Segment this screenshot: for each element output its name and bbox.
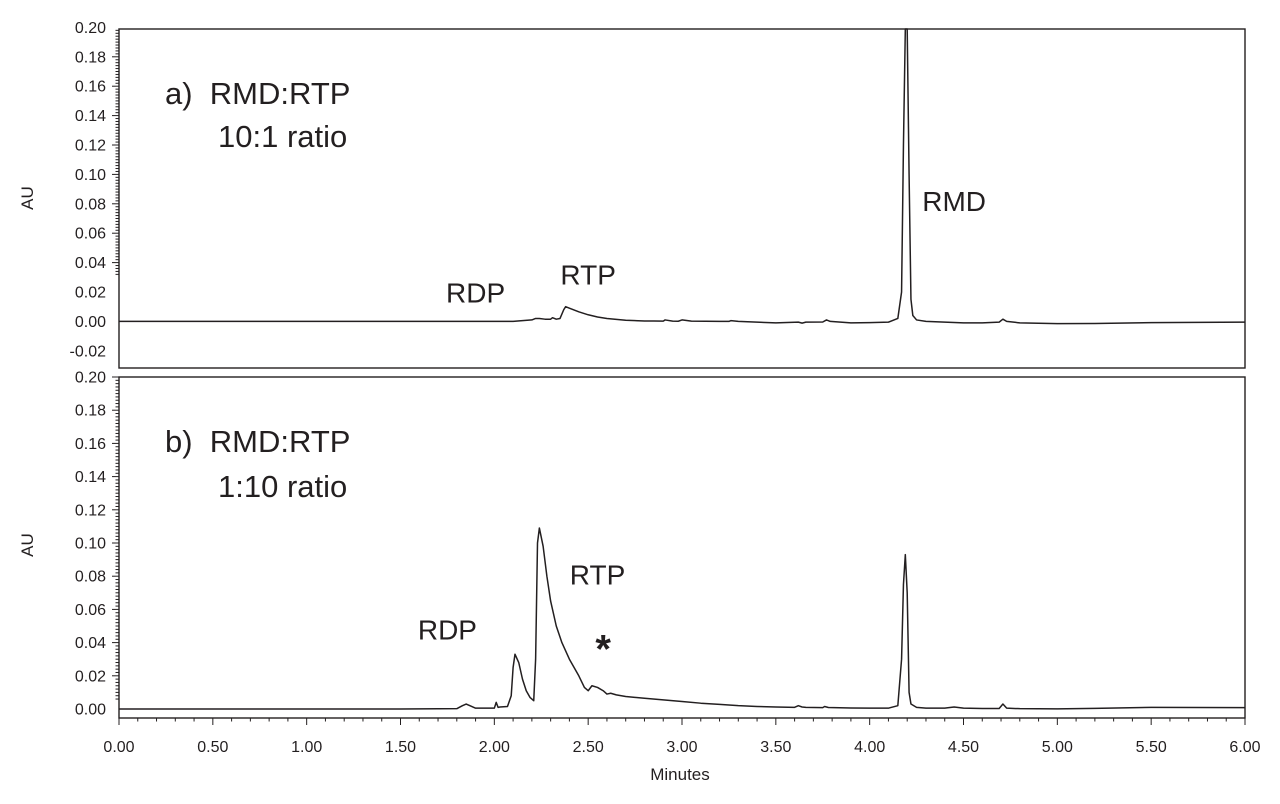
y-tick-label: 0.14 — [75, 469, 106, 486]
x-tick-label: 5.50 — [1136, 739, 1167, 756]
panel-b-plot: 0.20 0.18 0.16 0.14 0.12 0.10 0.08 0.06 0.04 0.02… — [18, 370, 1261, 785]
panel-b-peak-labels: RDP RTP * — [418, 560, 625, 672]
y-tick-label: -0.02 — [70, 343, 107, 360]
y-tick-label: 0.12 — [75, 138, 106, 155]
peak-label-rtp: RTP — [560, 260, 616, 291]
panel-b-title: b) RMD:RTP — [165, 424, 350, 459]
panel-a-subtitle: 10:1 ratio — [218, 119, 347, 154]
y-tick-label: 0.06 — [75, 602, 106, 619]
x-axis-label: Minutes — [650, 765, 710, 784]
panel-a-peak-labels: RDP RTP RMD — [446, 186, 986, 308]
x-tick-label: 2.50 — [573, 739, 604, 756]
peak-label-rmd: RMD — [922, 186, 986, 217]
y-tick-label: 0.04 — [75, 255, 106, 272]
y-tick-label: 0.06 — [75, 226, 106, 243]
y-tick-label: 0.10 — [75, 167, 106, 184]
y-tick-label: 0.08 — [75, 569, 106, 586]
y-tick-label: 0.20 — [75, 20, 106, 37]
x-tick-label: 3.00 — [666, 739, 697, 756]
panel-b-subtitle: 1:10 ratio — [218, 469, 347, 504]
y-tick-label: 0.08 — [75, 196, 106, 213]
y-tick-label: 0.14 — [75, 108, 106, 125]
peak-label-rdp: RDP — [446, 277, 505, 308]
panel-b-y-axis: 0.20 0.18 0.16 0.14 0.12 0.10 0.08 0.06 0.04 0.02… — [75, 370, 119, 719]
y-tick-label: 0.02 — [75, 668, 106, 685]
y-tick-label: 0.18 — [75, 403, 106, 420]
panel-a-title: a) RMD:RTP — [165, 76, 350, 111]
peak-label-asterisk: * — [595, 628, 611, 672]
x-tick-label: 6.00 — [1229, 739, 1260, 756]
peak-label-rdp: RDP — [418, 614, 477, 645]
x-tick-label: 3.50 — [760, 739, 791, 756]
y-tick-label: 0.10 — [75, 536, 106, 553]
panel-b-trace — [119, 527, 1246, 710]
panel-a-plot: 0.20 0.18 0.16 0.14 0.12 0.10 0.08 0.06 0.04 0.02… — [18, 20, 1246, 369]
panel-b-y-axis-label: AU — [18, 533, 37, 557]
y-tick-label: 0.20 — [75, 370, 106, 387]
x-tick-label: 1.00 — [291, 739, 322, 756]
y-tick-label: 0.12 — [75, 502, 106, 519]
y-tick-label: 0.18 — [75, 49, 106, 66]
x-tick-label: 5.00 — [1042, 739, 1073, 756]
x-tick-label: 0.50 — [197, 739, 228, 756]
x-tick-label: 4.50 — [948, 739, 979, 756]
y-tick-label: 0.00 — [75, 702, 106, 719]
x-tick-label: 2.00 — [479, 739, 510, 756]
x-tick-label: 0.00 — [103, 739, 134, 756]
peak-label-rtp: RTP — [570, 560, 626, 591]
panel-a-y-axis-label: AU — [18, 186, 37, 210]
panel-a-frame — [118, 28, 1246, 369]
y-tick-label: 0.16 — [75, 79, 106, 96]
x-tick-label: 1.50 — [385, 739, 416, 756]
y-tick-label: 0.02 — [75, 285, 106, 302]
panel-a-trace — [119, 28, 1246, 325]
y-tick-label: 0.00 — [75, 314, 106, 331]
y-tick-label: 0.04 — [75, 635, 106, 652]
x-axis: 0.00 0.50 1.00 1.50 2.00 2.50 3.00 3.50 4.00 4.50… — [103, 718, 1261, 756]
y-tick-label: 0.16 — [75, 436, 106, 453]
x-tick-label: 4.00 — [854, 739, 885, 756]
panel-a-y-axis: 0.20 0.18 0.16 0.14 0.12 0.10 0.08 0.06 0.04 0.02… — [70, 20, 119, 360]
